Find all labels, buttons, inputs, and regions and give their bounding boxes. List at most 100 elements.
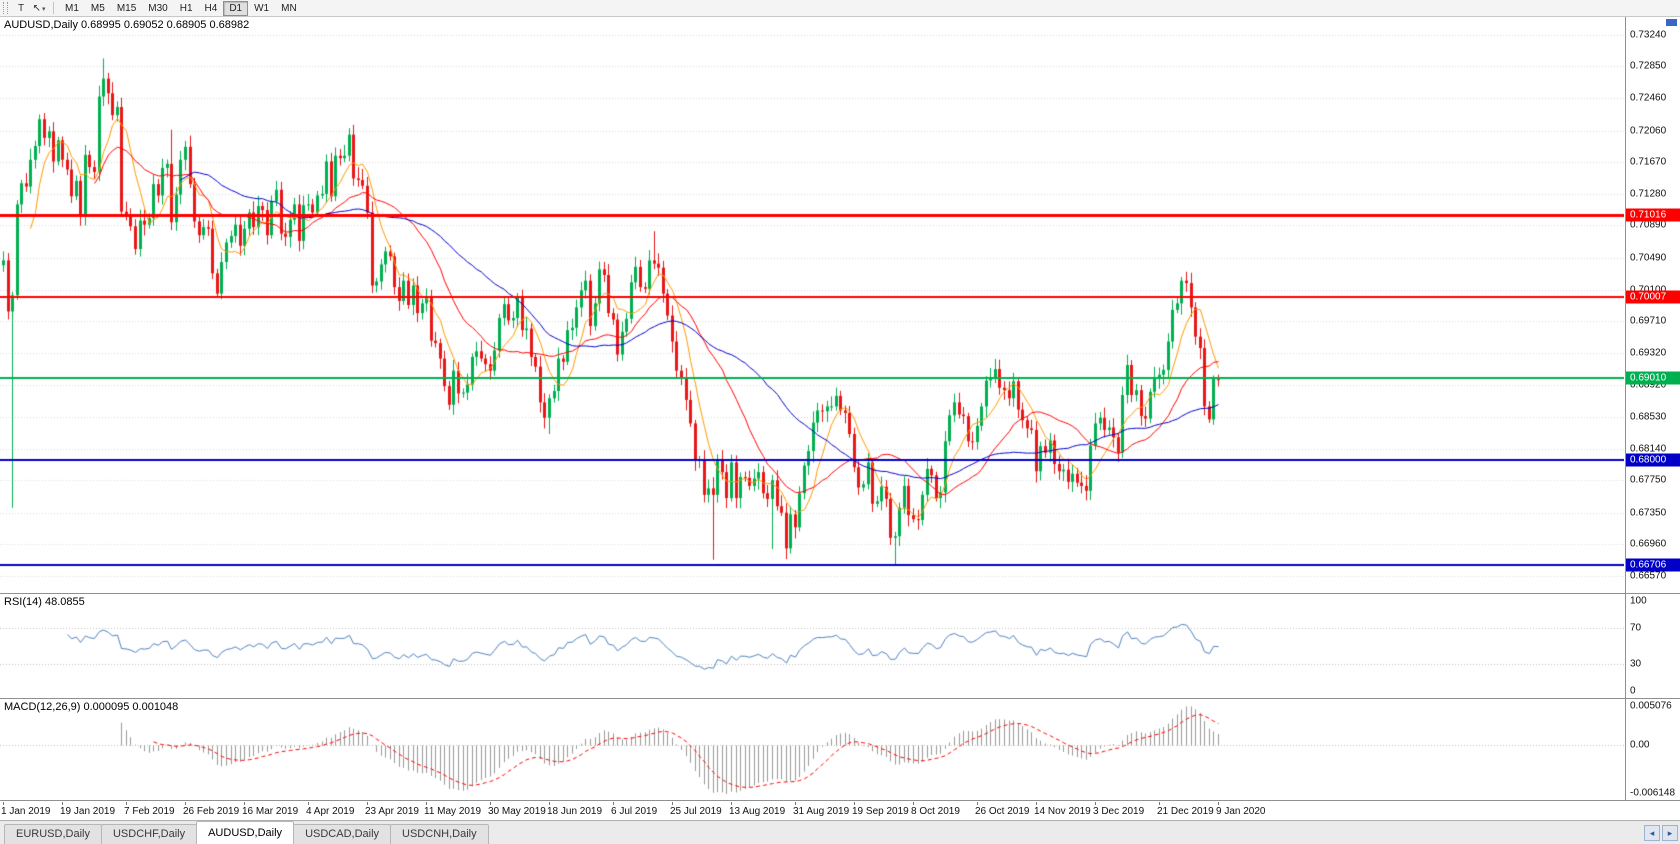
main-chart-plot[interactable] bbox=[0, 17, 1624, 593]
macd-indicator-panel: MACD(12,26,9) 0.000095 0.001048 0.005076… bbox=[0, 698, 1680, 800]
date-axis-tick bbox=[1095, 802, 1096, 805]
chart-tab-audusd[interactable]: AUDUSD,Daily bbox=[196, 821, 295, 844]
main-chart-panel: AUDUSD,Daily 0.68995 0.69052 0.68905 0.6… bbox=[0, 17, 1680, 593]
rsi-axis-tick: 70 bbox=[1630, 622, 1642, 634]
date-axis-label: 4 Apr 2019 bbox=[306, 806, 355, 817]
date-axis-label: 8 Oct 2019 bbox=[911, 806, 960, 817]
rsi-axis-tick: 30 bbox=[1630, 658, 1642, 670]
macd-axis-tick: 0.005076 bbox=[1630, 700, 1672, 712]
chart-tabs: EURUSD,Daily USDCHF,Daily AUDUSD,Daily USDC… bbox=[0, 821, 489, 844]
rsi-axis-tick: 100 bbox=[1630, 595, 1647, 607]
tab-scroll-right-button[interactable]: ▸ bbox=[1662, 825, 1678, 841]
price-axis-tick: 0.68530 bbox=[1630, 411, 1667, 423]
date-axis-tick bbox=[185, 802, 186, 805]
date-axis-label: 14 Nov 2019 bbox=[1034, 806, 1091, 817]
toolbar-grip[interactable] bbox=[3, 2, 8, 14]
rsi-plot[interactable] bbox=[0, 594, 1624, 698]
tab-scroll-controls: ◂ ▸ bbox=[1644, 825, 1678, 841]
date-axis-tick bbox=[126, 802, 127, 805]
timeframe-button-m30[interactable]: M30 bbox=[148, 2, 168, 14]
timeframe-toolbar: M1 M5 M15 M30 H1 H4 D1 W1 MN bbox=[59, 0, 303, 16]
date-axis-tick bbox=[731, 802, 732, 805]
price-line-flag: 0.70007 bbox=[1626, 290, 1680, 304]
rsi-indicator-panel: RSI(14) 48.0855 100 70 30 0 bbox=[0, 593, 1680, 698]
price-axis-tick: 0.72460 bbox=[1630, 92, 1667, 104]
date-axis-tick bbox=[367, 802, 368, 805]
rsi-title-label: RSI(14) 48.0855 bbox=[4, 596, 85, 608]
date-axis-label: 21 Dec 2019 bbox=[1157, 806, 1214, 817]
price-line-flag: 0.66706 bbox=[1626, 558, 1680, 572]
chart-tab-usdcad[interactable]: USDCAD,Daily bbox=[293, 824, 392, 844]
date-axis-tick bbox=[1159, 802, 1160, 805]
rsi-axis: 100 70 30 0 bbox=[1625, 594, 1680, 698]
timeframe-button-mn[interactable]: MN bbox=[281, 2, 297, 14]
price-axis-tick: 0.68920 bbox=[1630, 379, 1667, 391]
price-axis-tick: 0.66960 bbox=[1630, 538, 1667, 550]
price-axis-tick: 0.66570 bbox=[1630, 570, 1667, 582]
date-axis-label: 19 Sep 2019 bbox=[852, 806, 909, 817]
macd-axis-tick: 0.00 bbox=[1630, 739, 1650, 751]
date-axis-label: 16 Mar 2019 bbox=[242, 806, 299, 817]
template-tool-button[interactable]: T bbox=[12, 1, 30, 16]
price-line-flag: 0.69010 bbox=[1626, 371, 1680, 385]
macd-axis: 0.005076 0.00 -0.006148 bbox=[1625, 699, 1680, 800]
date-axis-label: 3 Dec 2019 bbox=[1093, 806, 1145, 817]
date-axis-tick bbox=[913, 802, 914, 805]
date-axis-tick bbox=[490, 802, 491, 805]
price-axis-tick: 0.72060 bbox=[1630, 125, 1667, 137]
toolbar-separator bbox=[53, 2, 54, 14]
date-axis-tick bbox=[613, 802, 614, 805]
chart-tab-eurusd[interactable]: EURUSD,Daily bbox=[4, 824, 102, 844]
date-axis-tick bbox=[549, 802, 550, 805]
date-axis-tick bbox=[62, 802, 63, 805]
date-axis-label: 18 Jun 2019 bbox=[547, 806, 603, 817]
date-axis-tick bbox=[244, 802, 245, 805]
date-axis-tick bbox=[1218, 802, 1219, 805]
timeframe-button-d1[interactable]: D1 bbox=[223, 0, 249, 16]
price-axis-tick: 0.71670 bbox=[1630, 156, 1667, 168]
date-axis-tick bbox=[426, 802, 427, 805]
tab-scroll-left-button[interactable]: ◂ bbox=[1644, 825, 1660, 841]
price-axis-tick: 0.67750 bbox=[1630, 474, 1667, 486]
price-axis-tick: 0.67350 bbox=[1630, 507, 1667, 519]
date-axis-label: 11 May 2019 bbox=[424, 806, 482, 817]
price-axis-tick: 0.70490 bbox=[1630, 252, 1667, 264]
template-tool-icon: T bbox=[17, 2, 25, 14]
date-axis-label: 7 Feb 2019 bbox=[124, 806, 175, 817]
timeframe-button-h1[interactable]: H1 bbox=[179, 2, 193, 14]
price-axis-marker[interactable] bbox=[1666, 19, 1677, 26]
cursor-tool-icon: ↖ bbox=[32, 2, 41, 14]
cursor-tool-button[interactable]: ↖▾ bbox=[30, 1, 48, 16]
price-axis-tick: 0.72850 bbox=[1630, 60, 1667, 72]
timeframe-button-m15[interactable]: M15 bbox=[116, 2, 137, 14]
date-axis-tick bbox=[672, 802, 673, 805]
price-axis-tick: 0.70100 bbox=[1630, 284, 1667, 296]
timeframe-button-m1[interactable]: M1 bbox=[65, 2, 79, 14]
date-axis-label: 30 May 2019 bbox=[488, 806, 546, 817]
timeframe-button-m5[interactable]: M5 bbox=[90, 2, 105, 14]
date-axis-label: 31 Aug 2019 bbox=[793, 806, 850, 817]
macd-plot[interactable] bbox=[0, 699, 1624, 800]
date-axis-label: 23 Apr 2019 bbox=[365, 806, 419, 817]
timeframe-button-w1[interactable]: W1 bbox=[254, 2, 270, 14]
date-axis-label: 6 Jul 2019 bbox=[611, 806, 658, 817]
date-axis-label: 9 Jan 2020 bbox=[1216, 806, 1266, 817]
price-axis-tick: 0.69320 bbox=[1630, 347, 1667, 359]
date-axis-tick bbox=[308, 802, 309, 805]
timeframe-button-h4[interactable]: H4 bbox=[204, 2, 218, 14]
chart-tab-usdcnh[interactable]: USDCNH,Daily bbox=[390, 824, 489, 844]
date-axis-tick bbox=[1036, 802, 1037, 805]
top-toolbar: T ↖▾ M1 M5 M15 M30 H1 H4 D1 W1 MN bbox=[0, 0, 1680, 17]
symbol-ohlc-label: AUDUSD,Daily 0.68995 0.69052 0.68905 0.6… bbox=[4, 19, 250, 31]
price-line-flag: 0.68000 bbox=[1626, 453, 1680, 467]
date-axis-tick bbox=[3, 802, 4, 805]
chart-tab-usdchf[interactable]: USDCHF,Daily bbox=[100, 824, 198, 844]
price-axis-tick: 0.69710 bbox=[1630, 315, 1667, 327]
date-axis[interactable]: 1 Jan 2019 19 Jan 2019 7 Feb 2019 26 Feb 20… bbox=[0, 800, 1680, 820]
chart-tab-bar: EURUSD,Daily USDCHF,Daily AUDUSD,Daily USDC… bbox=[0, 820, 1680, 844]
date-axis-tick bbox=[854, 802, 855, 805]
price-axis[interactable]: 0.73240 0.72850 0.72460 0.72060 0.71670 0.712… bbox=[1625, 17, 1680, 593]
date-axis-label: 13 Aug 2019 bbox=[729, 806, 786, 817]
price-axis-tick: 0.68140 bbox=[1630, 443, 1667, 455]
dropdown-caret-icon: ▾ bbox=[41, 5, 46, 13]
